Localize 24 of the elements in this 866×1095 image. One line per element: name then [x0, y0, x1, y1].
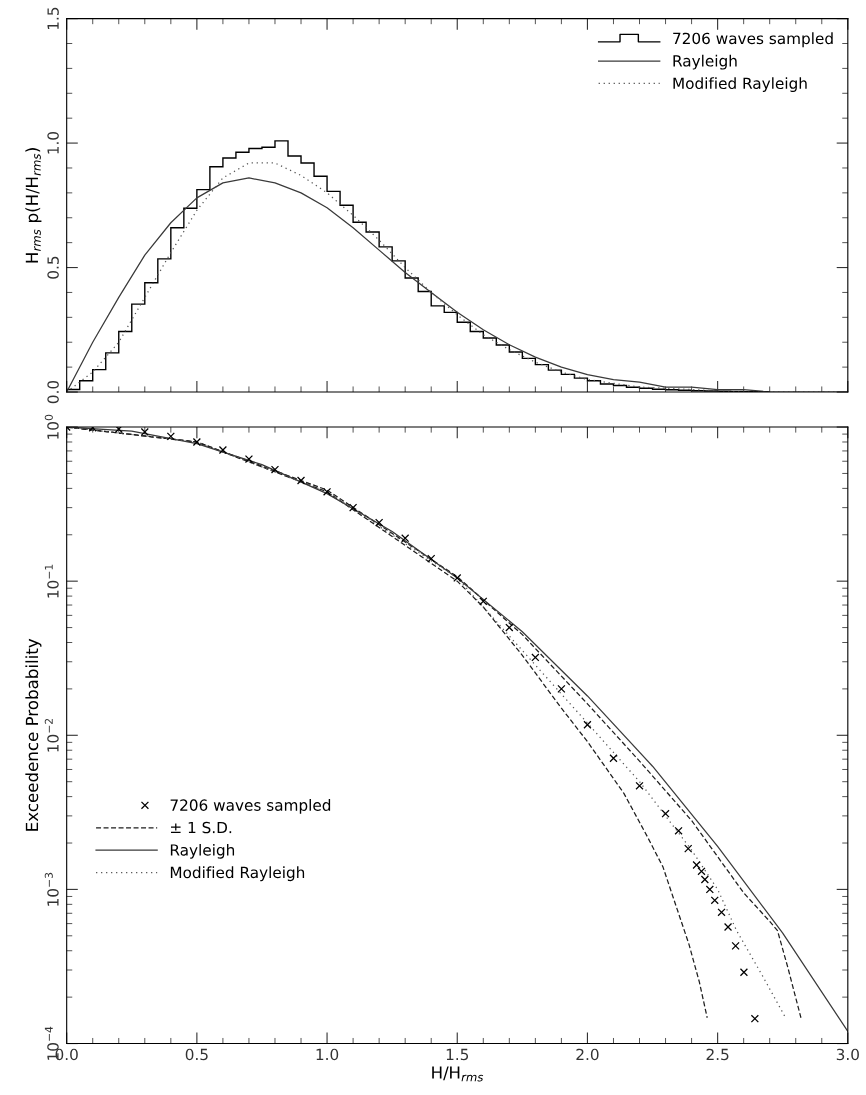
- legend-label: Rayleigh: [673, 54, 737, 70]
- y-tick-label: 1.5: [47, 7, 59, 30]
- x-tick-label: 2.0: [576, 1048, 599, 1061]
- legend-label: Rayleigh: [170, 843, 235, 859]
- y-tick-label: 10$^{0}$: [44, 414, 59, 439]
- x-tick-label: 0.5: [185, 1048, 208, 1061]
- y-axis-title: Exceedence Probability: [25, 638, 42, 831]
- y-tick-label: 1.0: [47, 131, 59, 154]
- legend-label: Modified Rayleigh: [673, 77, 807, 92]
- x-tick-label: 2.5: [706, 1048, 729, 1061]
- legend-label: Modified Rayleigh: [170, 866, 305, 882]
- y-tick-label: 10$^{−3}$: [44, 872, 59, 906]
- y-tick-label: 0.5: [47, 256, 59, 279]
- x-axis-title: H/H$_{rms}$: [432, 1066, 484, 1082]
- y-axis-title: H$_{rms}$ p(H/H$_{rms}$): [25, 148, 42, 263]
- legend-label: 7206 waves sampled: [673, 32, 833, 48]
- x-tick-label: 1.5: [446, 1048, 469, 1061]
- y-tick-label: 0.0: [47, 380, 59, 404]
- legend-label: ± 1 S.D.: [171, 821, 232, 834]
- y-tick-label: 10$^{−1}$: [44, 564, 59, 598]
- x-tick-label: 1.0: [316, 1048, 339, 1061]
- y-tick-label: 10$^{−2}$: [44, 718, 59, 752]
- legend-label: 7206 waves sampled: [170, 799, 331, 814]
- x-tick-label: 3.0: [836, 1048, 859, 1061]
